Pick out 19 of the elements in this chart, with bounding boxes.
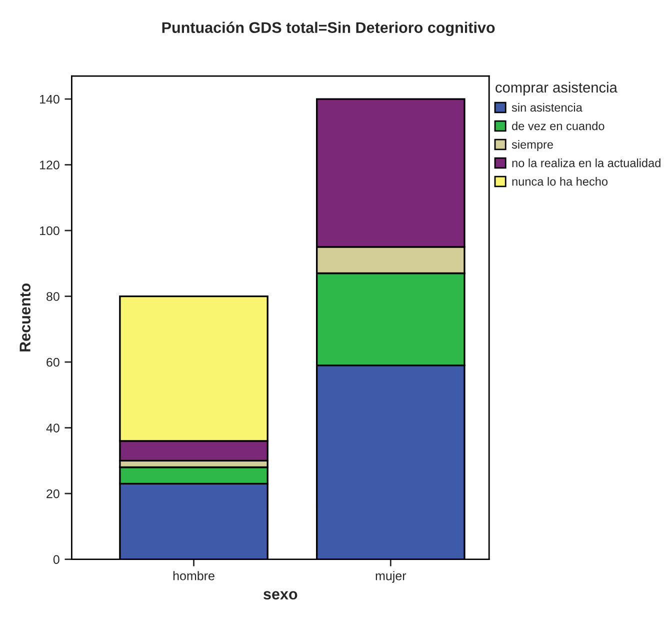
legend-label: siempre (512, 140, 553, 152)
x-tick-label: hombre (173, 571, 214, 580)
y-tick-label: 120 (40, 160, 60, 170)
y-tick-label: 60 (46, 358, 60, 367)
legend-label: no la realiza en la actualidad (512, 158, 660, 168)
x-axis-title: sexo (264, 591, 298, 600)
y-tick-label: 100 (40, 226, 60, 236)
y-tick-label: 80 (46, 292, 60, 301)
legend-label: nunca lo ha hecho (512, 177, 608, 186)
legend-title: comprar asistencia (496, 82, 618, 96)
y-tick-label: 40 (46, 424, 60, 432)
x-tick-label: mujer (376, 571, 406, 583)
y-tick-label: 0 (53, 555, 60, 564)
y-tick-label: 20 (46, 489, 60, 498)
legend-label: sin asistencia (512, 103, 582, 112)
legend-label: de vez en cuando (512, 122, 604, 130)
y-axis-title: Recuento (20, 283, 30, 352)
y-tick-label: 140 (40, 94, 60, 104)
chart-title: Puntuación GDS total=Sin Deterioro cognitivo (162, 22, 495, 36)
